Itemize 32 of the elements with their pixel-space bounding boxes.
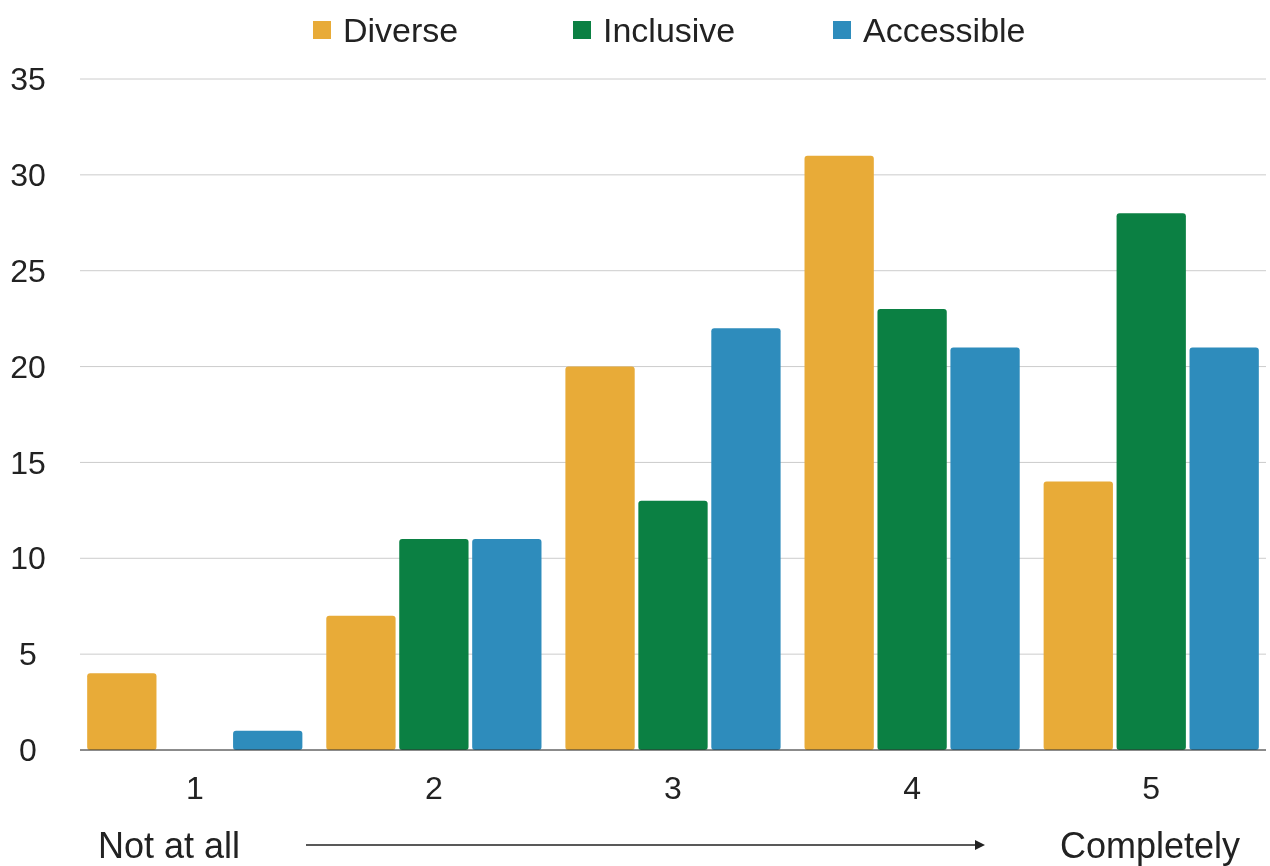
bar <box>565 366 635 750</box>
bar <box>472 539 542 750</box>
x-tick-label: 5 <box>1142 770 1161 807</box>
bar <box>804 155 874 750</box>
bar <box>877 309 947 750</box>
text: Completely <box>1059 824 1240 866</box>
x-tick-label: 2 <box>424 770 443 807</box>
bar <box>399 539 469 750</box>
legend-label: Diverse <box>343 10 459 49</box>
y-tick-label: 10 <box>10 540 46 577</box>
text: Not at all <box>98 824 241 866</box>
x-tick-label: 1 <box>185 770 204 807</box>
x-tick-label: 4 <box>903 770 922 807</box>
y-tick-label: 15 <box>10 444 46 481</box>
x-tick-label: 3 <box>664 770 682 807</box>
bar <box>87 673 157 750</box>
bar <box>326 615 396 750</box>
bar <box>638 500 708 750</box>
legend-label: Accessible <box>863 10 1026 49</box>
y-tick-label: 5 <box>19 636 37 673</box>
legend-label: Inclusive <box>603 10 736 49</box>
y-tick-label: 30 <box>10 157 46 194</box>
bar <box>1116 213 1186 750</box>
bar <box>233 730 303 750</box>
bar <box>711 328 781 750</box>
bar <box>1043 481 1113 750</box>
y-tick-label: 20 <box>10 348 46 385</box>
bar <box>950 347 1020 750</box>
bar <box>1189 347 1259 750</box>
y-tick-label: 25 <box>10 252 46 289</box>
y-tick-label: 0 <box>19 732 37 769</box>
y-tick-label: 35 <box>10 61 46 98</box>
